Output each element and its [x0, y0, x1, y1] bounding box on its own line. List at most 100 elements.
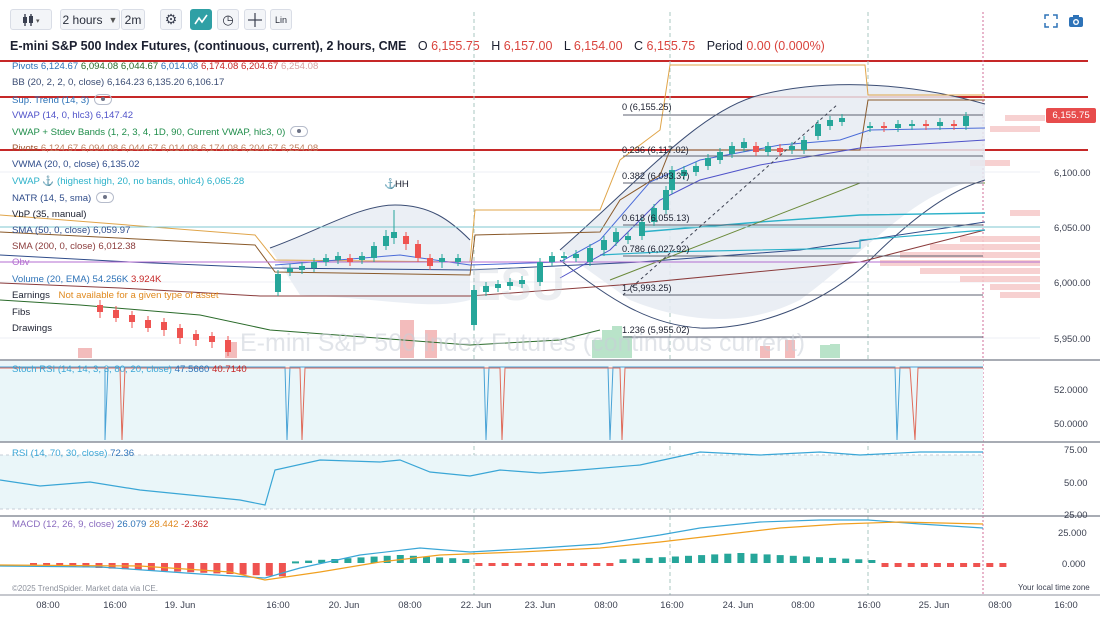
macd-hist-bar	[855, 559, 863, 563]
macd-hist-bar	[580, 563, 588, 566]
candle	[923, 124, 929, 126]
candle	[839, 118, 845, 122]
legend-earnings[interactable]: Earnings Not available for a given type …	[12, 290, 219, 302]
pivots2-label: Pivots	[12, 143, 39, 154]
rsi-tick: 50.00	[1064, 477, 1088, 488]
candle	[777, 148, 783, 152]
eye-icon[interactable]	[94, 94, 113, 105]
eye-icon[interactable]	[290, 126, 309, 137]
macd-signal-line	[0, 521, 984, 581]
candle	[383, 236, 389, 246]
svg-text:▾: ▾	[36, 18, 40, 25]
macd-hist-bar	[829, 557, 837, 563]
candle	[323, 258, 329, 262]
macd-hist-bar	[370, 556, 378, 563]
macd-hist-bar	[69, 563, 77, 567]
legend-fibs[interactable]: Fibs	[12, 307, 30, 319]
legend-sma50[interactable]: SMA (50, 0, close) 6,059.97	[12, 225, 130, 237]
replay-button[interactable]: ◷	[217, 9, 239, 30]
macd-label: MACD (12, 26, 9, close)	[12, 519, 115, 530]
vwap-value: 6,147.42	[95, 110, 134, 121]
candle	[681, 170, 687, 176]
stoch-rsi-label: Stoch RSI (14, 14, 3, 3, 80, 20, close)	[12, 364, 172, 375]
rsi-legend[interactable]: RSI (14, 70, 30, close) 72.36	[12, 448, 134, 459]
time-label: 16:00	[857, 599, 881, 610]
bb-values: 6,164.23 6,135.20 6,106.17	[106, 77, 225, 88]
legend-vwap-anchor[interactable]: VWAP ⚓ (highest high, 20, no bands, ohlc…	[12, 176, 244, 188]
legend-vwap[interactable]: VWAP (14, 0, hlc3) 6,147.42	[12, 110, 133, 122]
macd-hist-bar	[318, 559, 326, 563]
macd-hist-bar	[488, 563, 496, 566]
trend-icon	[194, 14, 208, 24]
macd-legend[interactable]: MACD (12, 26, 9, close) 26.079 28.442 -2…	[12, 519, 208, 530]
legend-vbp[interactable]: VbP (35, manual)	[12, 209, 86, 221]
scale-button[interactable]: Lin	[270, 9, 292, 30]
stoch-d-value: 40.7140	[212, 364, 247, 375]
legend-pivots[interactable]: Pivots 6,124.67 6,094.08 6,044.67 6,014.…	[12, 61, 318, 73]
stoch-rsi-legend[interactable]: Stoch RSI (14, 14, 3, 3, 80, 20, close) …	[12, 364, 247, 375]
macd-hist-bar	[894, 563, 902, 567]
earnings-label: Earnings	[12, 290, 50, 301]
range-button[interactable]: 2m	[121, 9, 145, 30]
candle	[299, 266, 305, 270]
drawings-label: Drawings	[12, 323, 52, 334]
fib-lines	[623, 114, 983, 338]
candle	[951, 124, 957, 126]
time-label: 20. Jun	[328, 599, 360, 610]
eye-icon[interactable]	[96, 192, 115, 203]
candle	[693, 166, 699, 172]
candle	[625, 236, 631, 240]
macd-hist-bar	[56, 563, 64, 567]
legend-natr[interactable]: NATR (14, 5, sma)	[12, 192, 115, 205]
pivots-value: 6,124.67	[40, 61, 79, 72]
macd-hist-bar	[357, 557, 365, 563]
pivots-value: 6,094.08	[80, 61, 119, 72]
legend-suptrend[interactable]: Sup. Trend (14, 3)	[12, 94, 113, 107]
candle	[741, 142, 747, 148]
vwap-anchor-label: VWAP ⚓ (highest high, 20, no bands, ohlc…	[12, 176, 205, 187]
pivots2-values: 6,124.67 6,094.08 6,044.67 6,014.08 6,17…	[40, 143, 319, 154]
legend-pivots-2[interactable]: Pivots 6,124.67 6,094.08 6,044.67 6,014.…	[12, 143, 318, 155]
legend-obv[interactable]: Obv	[12, 257, 30, 269]
candle	[495, 284, 501, 288]
legend-sma200[interactable]: SMA (200, 0, close) 6,012.38	[12, 241, 136, 253]
macd-hist-bar	[593, 563, 601, 566]
candle	[193, 334, 199, 340]
legend-bb[interactable]: BB (20, 2, 2, 0, close) 6,164.23 6,135.2…	[12, 77, 224, 89]
legend-drawings[interactable]: Drawings	[12, 323, 52, 335]
vwap-anchor-line	[599, 229, 986, 256]
snapshot-button[interactable]	[1066, 12, 1086, 30]
macd-hist-bar	[868, 560, 876, 563]
macd-hist-value: -2.362	[181, 519, 209, 530]
range-label: 2m	[124, 12, 142, 27]
candles-icon: ▾	[23, 13, 40, 26]
candle	[815, 124, 821, 136]
candle	[371, 246, 377, 258]
candle	[287, 268, 293, 272]
watermark-text: E-mini S&P 500 Index Futures (continuous…	[240, 329, 805, 357]
fullscreen-button[interactable]	[1042, 12, 1060, 30]
legend-vwap-bands[interactable]: VWAP + Stdev Bands (1, 2, 3, 4, 1D, 90, …	[12, 126, 309, 139]
crosshair-button[interactable]	[244, 9, 266, 30]
interval-label: 2 hours	[62, 12, 103, 27]
suptrend-label: Sup. Trend (14, 3)	[12, 95, 90, 106]
macd-hist-bar	[698, 555, 706, 563]
legend-vwma[interactable]: VWMA (20, 0, close) 6,135.02	[12, 159, 139, 171]
auto-trend-button[interactable]	[190, 9, 212, 30]
interval-dropdown[interactable]: 2 hours ▼	[60, 9, 120, 30]
time-label: 25. Jun	[918, 599, 950, 610]
candle	[639, 222, 645, 236]
chart-type-button[interactable]: ▾	[10, 9, 52, 30]
settings-button[interactable]: ⚙	[160, 9, 182, 30]
fib-label: 0.786 (6,027.92)	[622, 244, 690, 254]
fib-label: 1.236 (5,955.02)	[622, 325, 690, 335]
time-label: 16:00	[266, 599, 290, 610]
macd-hist-bar	[174, 563, 182, 572]
macd-hist-bar	[685, 555, 692, 563]
time-label: 24. Jun	[722, 599, 754, 610]
legend-volume[interactable]: Volume (20, EMA) 54.256K 3.924K	[12, 274, 161, 286]
macd-hist-bar	[606, 563, 614, 566]
bollinger-fill	[270, 205, 470, 305]
